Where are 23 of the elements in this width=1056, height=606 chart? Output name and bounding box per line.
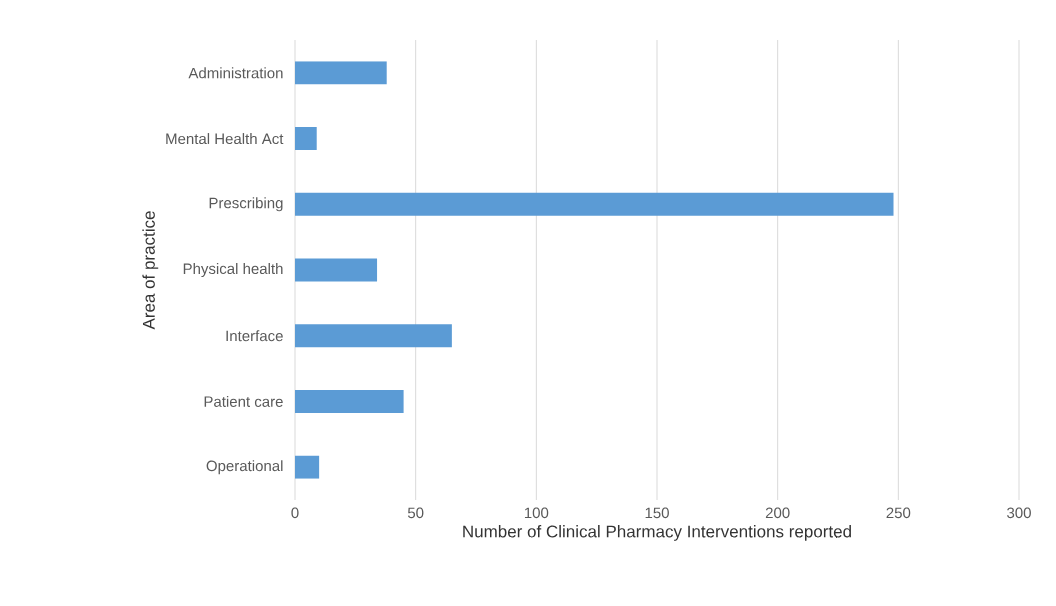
bar	[295, 455, 320, 479]
y-tick-label: Prescribing	[209, 197, 283, 212]
bar	[295, 389, 404, 413]
y-axis-title: Area of practice	[142, 211, 159, 330]
y-tick-label: Operational	[206, 460, 283, 475]
x-tick-label: 200	[765, 507, 790, 519]
y-tick-label: Administration	[188, 67, 283, 79]
bar	[295, 127, 317, 151]
y-tick-label: Interface	[226, 330, 283, 342]
bar	[295, 61, 387, 85]
bar	[295, 324, 452, 348]
y-tick-label: Patient care	[204, 395, 283, 407]
x-tick-label: 50	[407, 507, 424, 519]
x-tick-label: 0	[291, 507, 299, 519]
bar	[295, 192, 894, 216]
x-tick-label: 150	[645, 507, 669, 519]
y-tick-label: Mental Health Act	[166, 133, 284, 145]
bar	[295, 258, 378, 282]
x-tick-label: 300	[1007, 507, 1031, 519]
x-axis-title: Number of Clinical Pharmacy Interventions reported	[463, 525, 851, 541]
x-tick-label: 250	[886, 507, 911, 519]
y-tick-label: Physical health	[183, 263, 283, 277]
x-tick-label: 100	[524, 507, 549, 519]
